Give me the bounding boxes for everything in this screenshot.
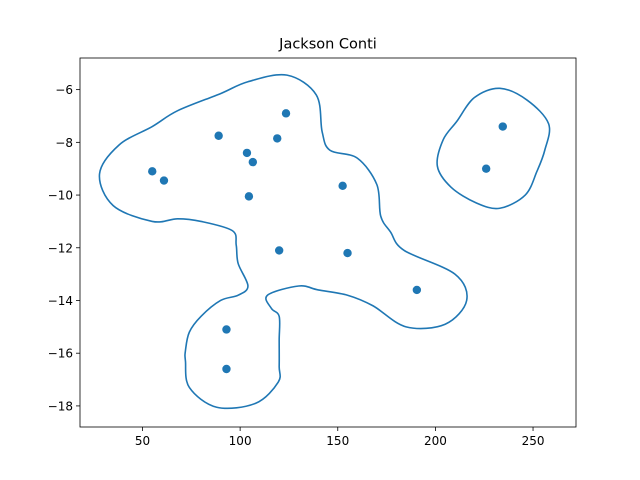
plot-frame	[79, 57, 577, 428]
data-point-3	[214, 131, 223, 140]
data-point-4	[242, 148, 252, 158]
y-tick-label: −16	[48, 347, 73, 361]
data-point-14	[222, 364, 231, 374]
point-layer	[148, 109, 507, 374]
data-point-16	[498, 122, 507, 131]
data-point-5	[248, 157, 258, 167]
y-tick-label: −8	[55, 136, 73, 150]
data-point-11	[343, 248, 352, 258]
data-point-6	[244, 192, 254, 201]
data-point-13	[222, 325, 231, 334]
data-point-7	[273, 134, 282, 143]
y-tick-label: −6	[55, 83, 73, 97]
contour-line-2	[436, 87, 551, 210]
y-tick-label: −14	[48, 294, 73, 308]
data-point-2	[159, 176, 169, 185]
data-point-12	[412, 285, 422, 295]
y-tick-label: −12	[48, 241, 73, 255]
x-tick-label: 250	[522, 434, 545, 448]
contour-layer	[98, 73, 551, 410]
data-point-1	[148, 167, 157, 176]
data-point-10	[274, 246, 284, 255]
data-point-9	[338, 181, 347, 191]
contour-line-1	[98, 73, 468, 410]
y-tick-label: −10	[48, 189, 73, 203]
chart-title: Jackson Conti	[278, 37, 377, 53]
x-tick-label: 100	[229, 434, 252, 448]
y-tick-label: −18	[48, 399, 73, 413]
x-tick-label: 50	[135, 434, 150, 448]
x-axis: 50 100 150 200 250	[135, 427, 545, 448]
x-tick-label: 150	[326, 434, 349, 448]
data-point-8	[281, 109, 291, 118]
data-point-15	[481, 164, 491, 173]
y-axis: −6 −8 −10 −12 −14 −16 −18	[48, 83, 80, 413]
x-tick-label: 200	[424, 434, 447, 448]
